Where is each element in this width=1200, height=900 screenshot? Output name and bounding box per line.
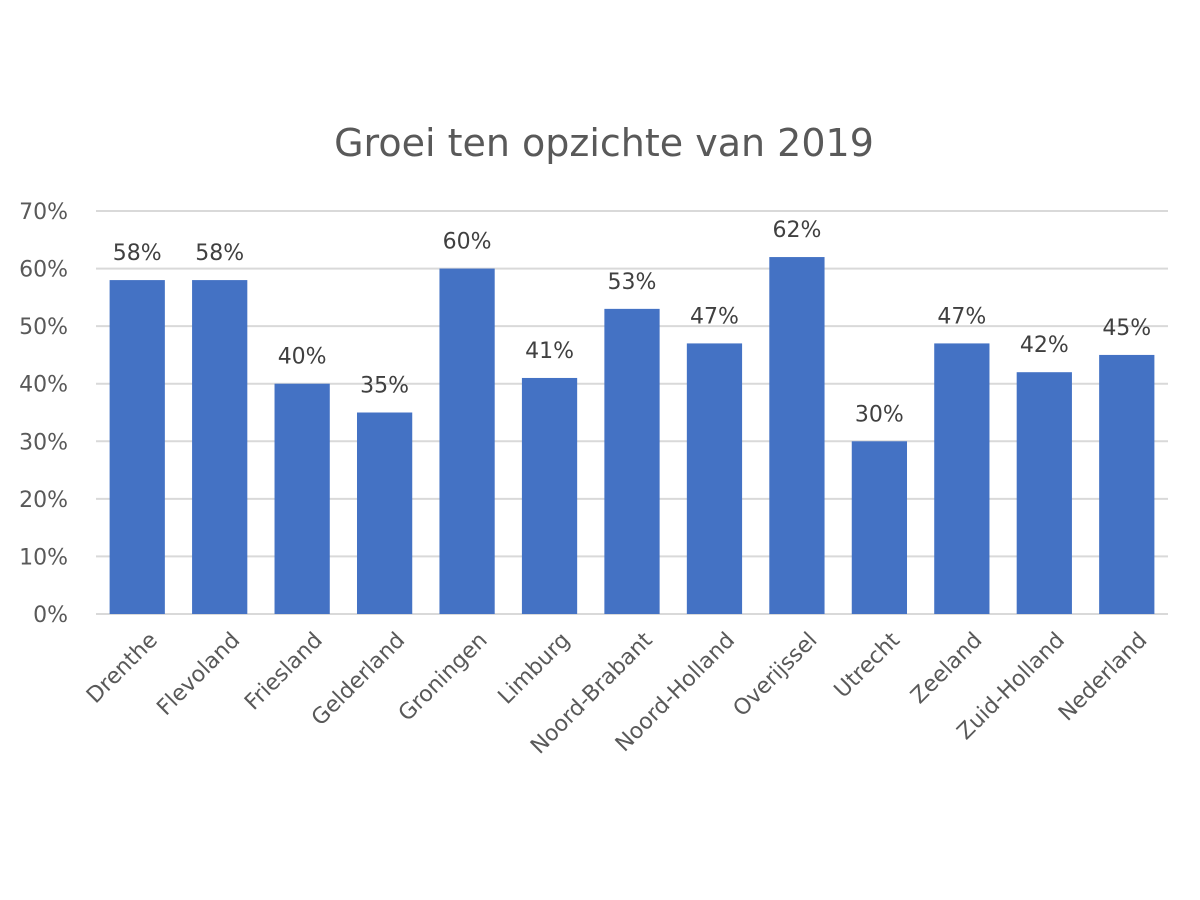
chart-title: Groei ten opzichte van 2019 [334,121,874,165]
data-label: 40% [278,345,327,370]
bar [851,441,908,614]
data-label: 60% [443,230,492,255]
data-label: 47% [690,304,739,329]
y-tick-label: 10% [19,545,68,570]
bar [1099,354,1155,614]
data-label: 62% [772,218,821,243]
x-tick-label: Drenthe [82,628,163,709]
bar [686,343,743,614]
x-tick-label: Groningen [394,628,493,727]
x-tick-label: Utrecht [830,628,906,704]
bar [769,257,825,614]
data-label: 58% [195,241,244,266]
data-label: 41% [525,339,574,364]
y-tick-label: 0% [33,603,68,628]
bar [356,412,413,614]
data-label: 45% [1102,316,1151,341]
x-tick-label: Friesland [240,628,327,715]
bars [109,257,1155,614]
x-axis-ticks: DrentheFlevolandFrieslandGelderlandGroni… [82,628,1152,760]
data-label: 42% [1020,333,1069,358]
y-tick-label: 40% [19,373,68,398]
bar [1016,372,1072,614]
bar [192,280,248,614]
y-axis-ticks: 0% 10% 20% 30% 40% 50% 60% 70% [19,200,68,628]
y-tick-label: 50% [19,315,68,340]
x-tick-label: Flevoland [152,628,245,721]
bar [439,268,495,614]
y-tick-label: 20% [19,488,68,513]
data-label: 30% [855,402,904,427]
x-tick-label: Nederland [1054,628,1152,726]
bar [604,308,660,614]
data-label: 47% [937,304,986,329]
bar [109,280,165,614]
data-label: 53% [608,270,657,295]
x-tick-label: Limburg [494,628,576,710]
y-tick-label: 30% [19,430,68,455]
y-tick-label: 70% [19,200,68,225]
data-labels: 58% 58% 40% 35% 60% 41% 53% 47% 62% 30% 47% 42% 45% [113,218,1151,427]
bar [274,383,330,614]
bar [934,343,990,614]
y-tick-label: 60% [19,258,68,283]
bar [521,377,578,614]
x-tick-label: Zeeland [906,628,987,709]
x-tick-label: Overijssel [729,628,823,722]
data-label: 35% [360,374,409,399]
data-label: 58% [113,241,162,266]
